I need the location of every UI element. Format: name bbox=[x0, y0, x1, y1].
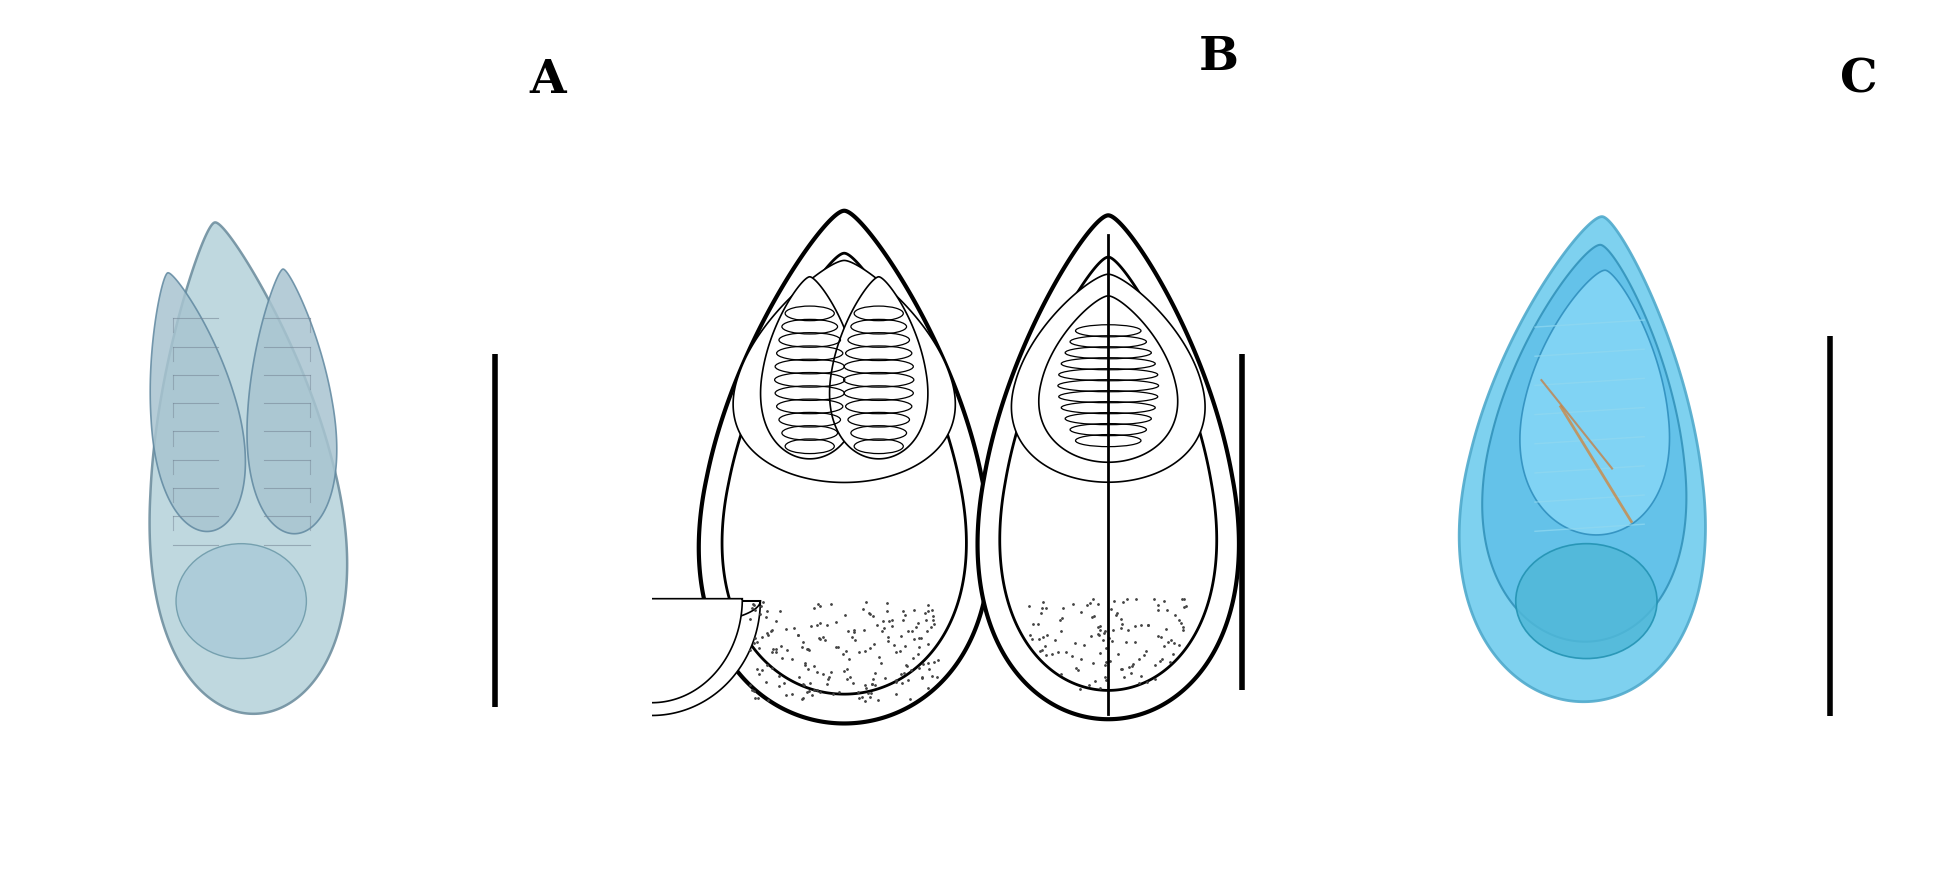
Ellipse shape bbox=[1794, 22, 1923, 137]
Polygon shape bbox=[722, 253, 967, 694]
Polygon shape bbox=[699, 210, 991, 723]
Polygon shape bbox=[829, 277, 928, 459]
Ellipse shape bbox=[483, 18, 613, 141]
Text: C: C bbox=[1841, 57, 1878, 103]
Polygon shape bbox=[1460, 217, 1705, 702]
Ellipse shape bbox=[1516, 544, 1658, 659]
Text: A: A bbox=[529, 57, 566, 103]
Polygon shape bbox=[150, 273, 245, 531]
Polygon shape bbox=[150, 223, 346, 713]
Polygon shape bbox=[761, 277, 858, 459]
Polygon shape bbox=[1012, 274, 1205, 482]
Polygon shape bbox=[543, 601, 761, 715]
Polygon shape bbox=[1000, 257, 1216, 690]
Polygon shape bbox=[1520, 271, 1670, 535]
Polygon shape bbox=[977, 216, 1240, 720]
Polygon shape bbox=[562, 598, 741, 703]
Polygon shape bbox=[734, 261, 955, 483]
Text: B: B bbox=[1199, 34, 1240, 80]
Polygon shape bbox=[1039, 296, 1177, 462]
Polygon shape bbox=[247, 269, 337, 534]
Ellipse shape bbox=[175, 544, 306, 659]
Polygon shape bbox=[1483, 245, 1687, 642]
